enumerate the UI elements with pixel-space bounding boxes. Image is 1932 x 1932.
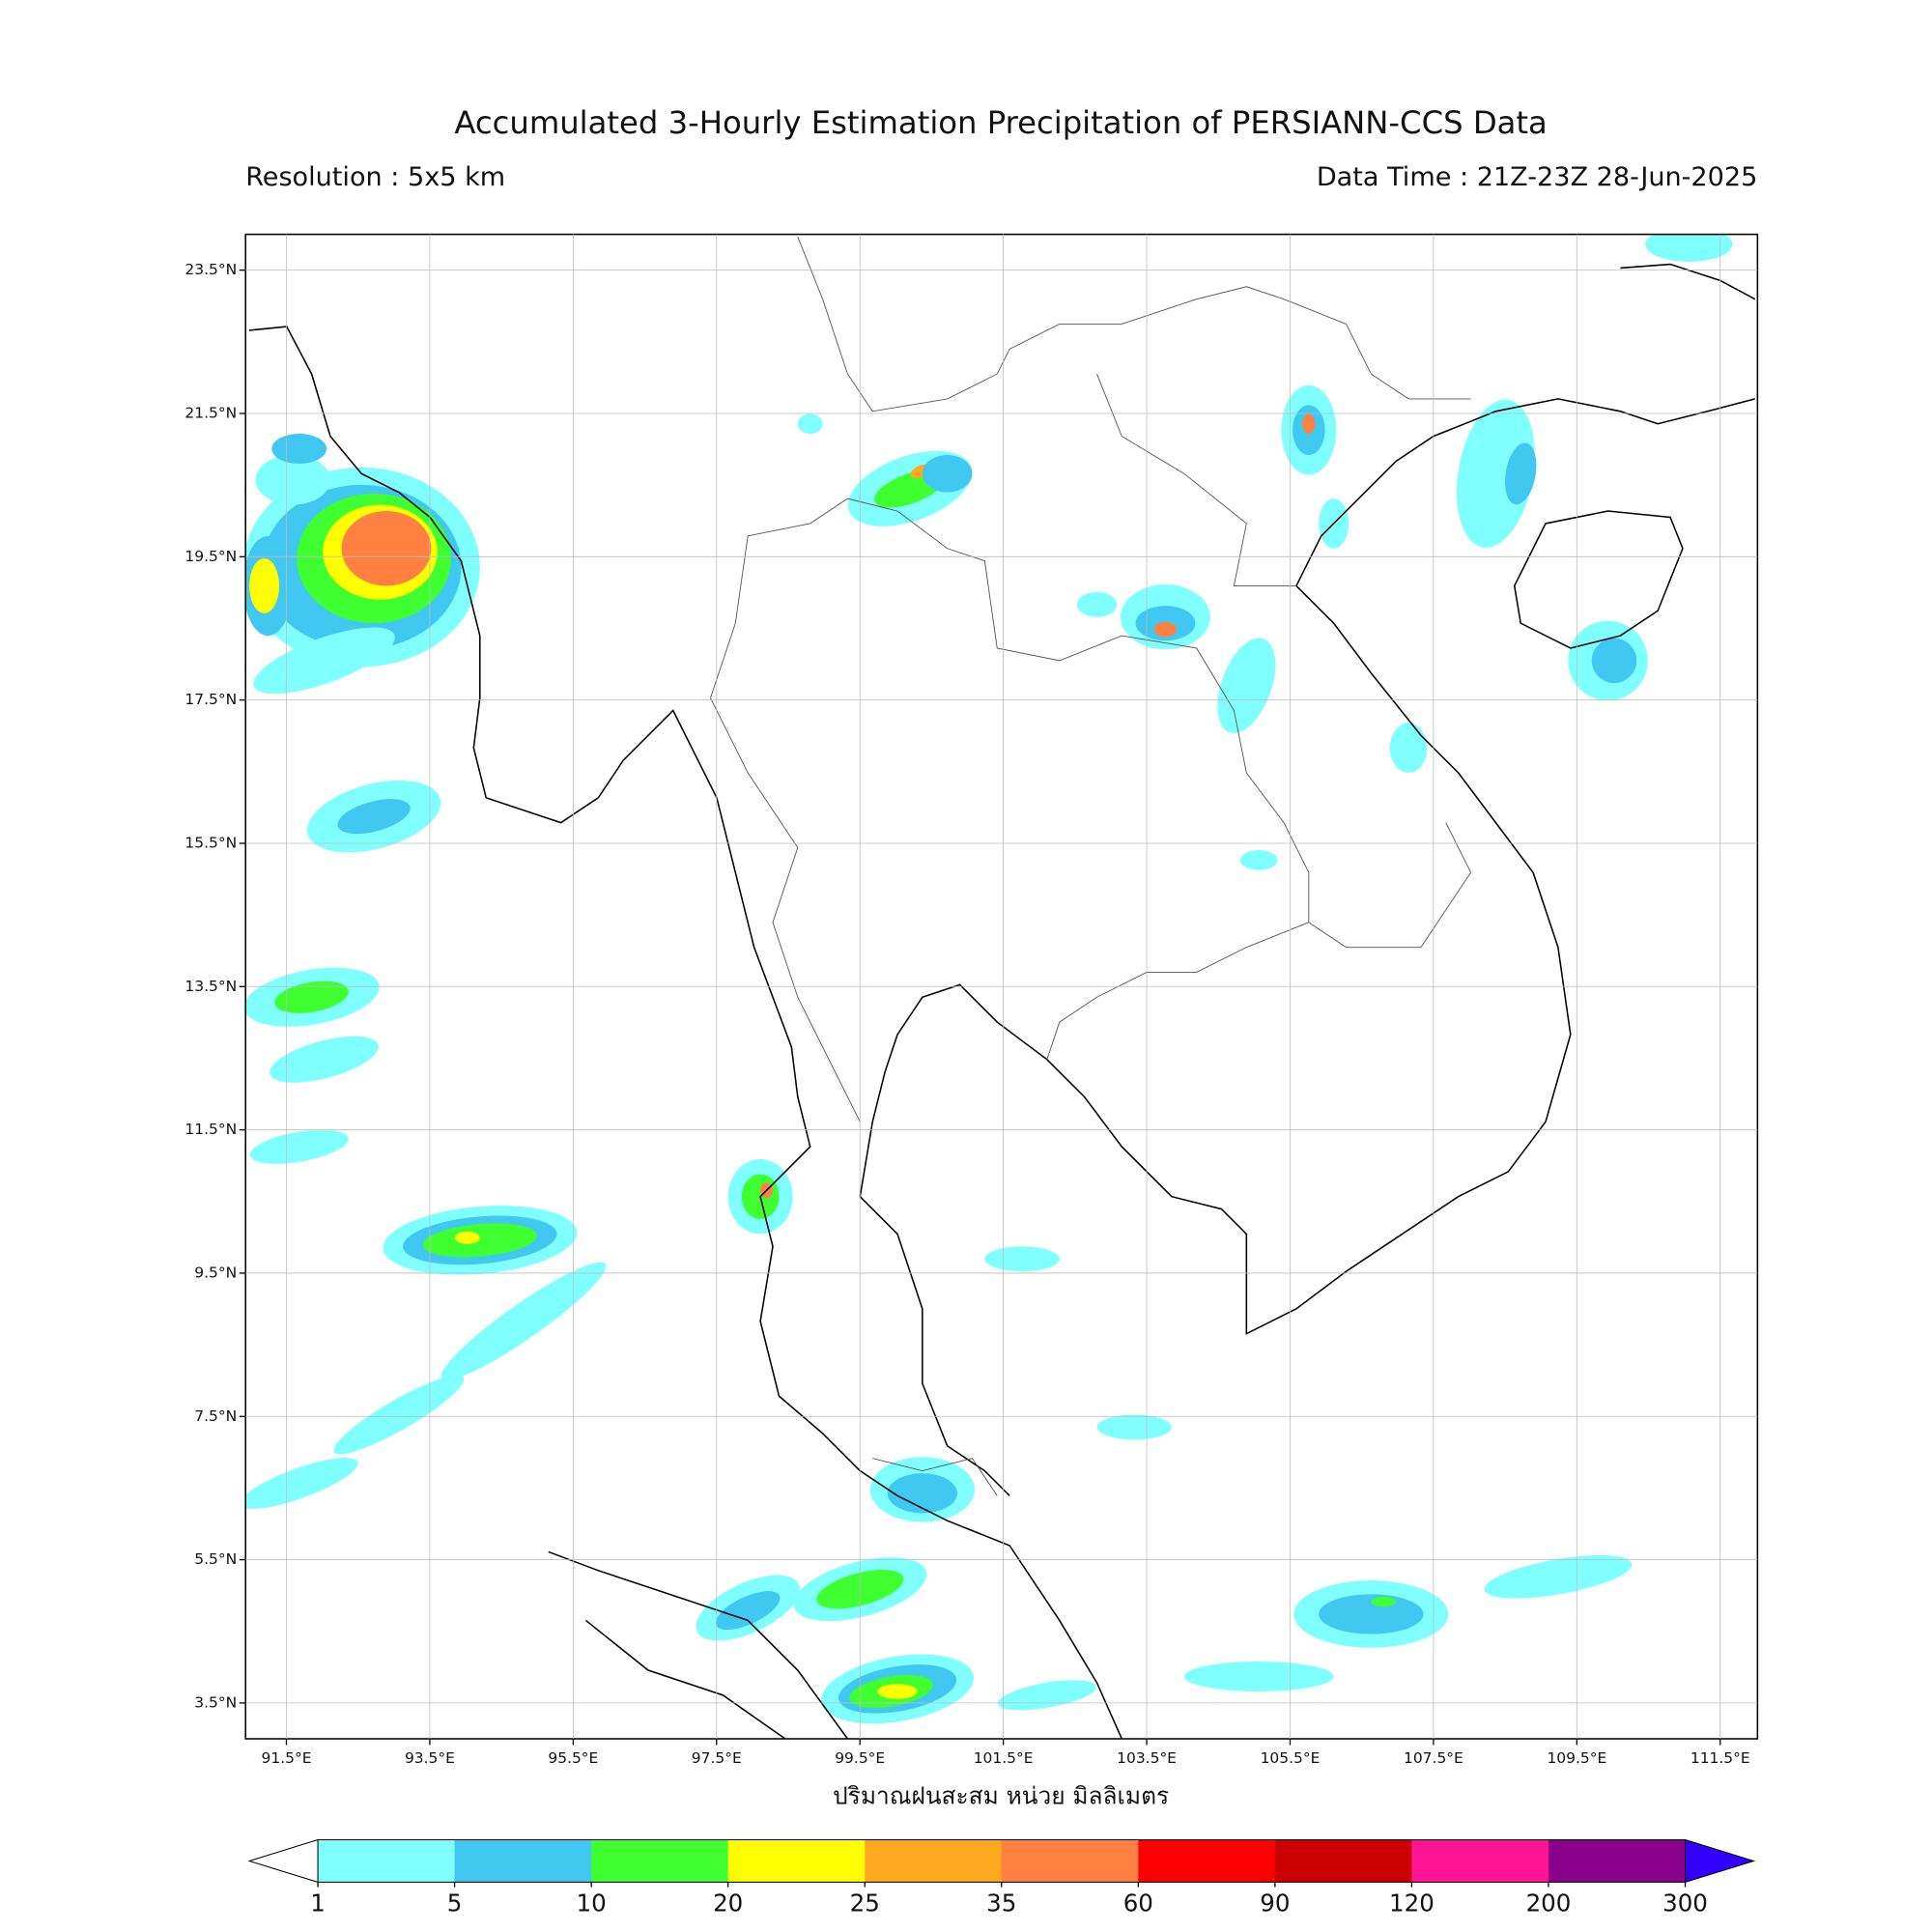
rain-cell	[1239, 850, 1278, 870]
rain-cell	[1645, 234, 1733, 262]
rain-cell	[1153, 621, 1178, 638]
colorbar-label: 120	[1389, 1889, 1435, 1918]
coast-gulf	[859, 1196, 1010, 1496]
coast-china	[1620, 263, 1756, 300]
rain-cell	[337, 799, 411, 835]
colorbar-label: 300	[1662, 1889, 1708, 1918]
x-tick-label: 105.5°E	[1261, 1749, 1321, 1767]
rain-cell	[997, 1680, 1096, 1711]
x-tick-label: 97.5°E	[692, 1749, 742, 1767]
coast-east	[859, 398, 1755, 1335]
rain-cell	[249, 558, 280, 613]
rain-cell	[1504, 442, 1537, 505]
y-tick-label: 23.5°N	[185, 261, 237, 278]
colorbar-segment	[1411, 1839, 1549, 1883]
y-tick-label: 21.5°N	[185, 404, 237, 421]
rain-cell	[422, 1223, 537, 1258]
y-tick-label: 19.5°N	[185, 548, 237, 565]
colorbar-segment	[1001, 1839, 1139, 1883]
resolution: Resolution : 5x5 km	[245, 162, 505, 192]
rain-cell	[1389, 723, 1428, 773]
rain-cell	[887, 1473, 957, 1514]
colorbar-segment	[1138, 1839, 1276, 1883]
colorbar-segment	[865, 1839, 1003, 1883]
rain-cell	[1217, 638, 1276, 733]
x-axis-label: ปริมาณฝนสะสม หน่วย มิลลิเมตร	[833, 1782, 1169, 1810]
y-tick-label: 3.5°N	[194, 1693, 237, 1711]
rain-cell	[797, 413, 823, 435]
rain-cell	[1076, 591, 1118, 617]
colorbar-segment	[318, 1839, 456, 1883]
rain-cell	[1591, 638, 1637, 684]
rain-cell	[1302, 413, 1316, 435]
rain-cell	[984, 1246, 1060, 1272]
colorbar-label: 90	[1260, 1889, 1290, 1918]
rain-cell	[454, 1231, 480, 1244]
y-tick-label: 15.5°N	[185, 834, 237, 851]
rain-cell	[1319, 1594, 1424, 1634]
rain-cell	[270, 1036, 379, 1083]
x-tick-label: 109.5°E	[1547, 1749, 1606, 1767]
colorbar-label: 10	[577, 1889, 607, 1918]
rain-cell	[877, 1684, 918, 1699]
x-tick-label: 107.5°E	[1404, 1749, 1463, 1767]
rain-cell	[1096, 1414, 1172, 1440]
rain-cell	[1456, 399, 1535, 548]
colorbar-label: 20	[713, 1889, 743, 1918]
thailand-border	[709, 497, 1310, 1496]
rain-cell	[333, 1375, 465, 1455]
rain-cell	[341, 511, 432, 586]
x-tick-label: 91.5°E	[262, 1749, 312, 1767]
x-tick-label: 99.5°E	[835, 1749, 885, 1767]
country-borders	[797, 236, 1472, 949]
colorbar-label: 5	[447, 1889, 463, 1918]
x-tick-label: 103.5°E	[1117, 1749, 1177, 1767]
x-tick-label: 93.5°E	[405, 1749, 455, 1767]
rain-cell	[1183, 1662, 1334, 1691]
rain-cell	[245, 1458, 358, 1509]
x-tick-label: 95.5°E	[548, 1749, 598, 1767]
x-tick-label: 101.5°E	[974, 1749, 1034, 1767]
colorbar-label: 1	[310, 1889, 326, 1918]
y-tick-label: 11.5°N	[185, 1121, 237, 1138]
coast-hainan	[1513, 510, 1684, 649]
colorbar-segment	[1274, 1839, 1413, 1883]
rain-cell	[1484, 1554, 1633, 1599]
colorbar-label: 25	[850, 1889, 880, 1918]
rain-cell	[922, 454, 973, 493]
y-tick-label: 17.5°N	[185, 691, 237, 708]
colorbar-segment	[727, 1839, 866, 1883]
rain-cell	[271, 434, 327, 464]
precipitation-layer	[245, 234, 1733, 1724]
data-time: Data Time : 21Z-23Z 28-Jun-2025	[1317, 162, 1758, 192]
y-tick-label: 7.5°N	[194, 1407, 237, 1425]
rain-cell	[249, 1129, 349, 1164]
colorbar-under	[247, 1838, 319, 1884]
rain-cell	[715, 1591, 781, 1631]
rain-cell	[255, 454, 330, 505]
x-tick-label: 111.5°E	[1690, 1749, 1750, 1767]
y-tick-label: 13.5°N	[185, 978, 237, 995]
y-tick-label: 5.5°N	[194, 1550, 237, 1568]
coast-sumatra	[548, 1550, 849, 1739]
rain-cell	[253, 627, 395, 695]
colorbar-label: 60	[1123, 1889, 1153, 1918]
map-area	[245, 234, 1756, 1739]
rain-cell	[1371, 1596, 1397, 1607]
colorbar-segment	[1548, 1839, 1687, 1883]
colorbar-label: 200	[1526, 1889, 1572, 1918]
rain-cell	[440, 1262, 607, 1380]
colorbar-segment	[454, 1839, 592, 1883]
title: Accumulated 3-Hourly Estimation Precipit…	[454, 104, 1547, 141]
colorbar-over	[1684, 1838, 1756, 1884]
y-tick-label: 9.5°N	[194, 1264, 237, 1281]
colorbar-segment	[591, 1839, 729, 1883]
colorbar-label: 35	[986, 1889, 1016, 1918]
borders	[709, 236, 1472, 1496]
rain-cell	[274, 980, 349, 1013]
